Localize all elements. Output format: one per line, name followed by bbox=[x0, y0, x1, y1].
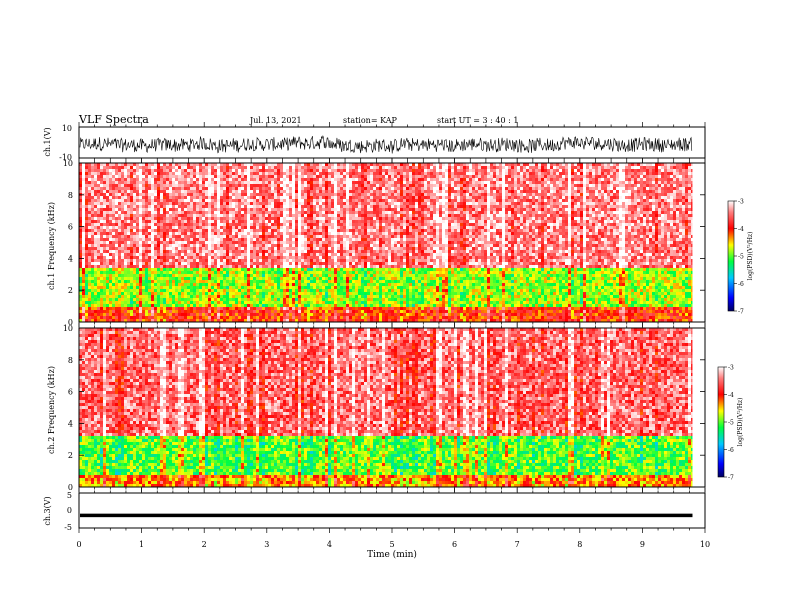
freq-tick-label: 8 bbox=[68, 191, 73, 200]
colorbar-tick-label: -6 bbox=[738, 281, 744, 288]
ch1-spectrogram-panel: 0 2 4 6 8 10 ch.1 Frequency (kHz) -3 -4 -5 -6 -7 … bbox=[47, 159, 754, 327]
ch3-waveform-panel: 5 0 -5 ch.3(V) bbox=[43, 491, 706, 532]
time-tick-label: 2 bbox=[202, 540, 207, 549]
ch3-ytick-bottom: -5 bbox=[64, 523, 72, 532]
ch1-freq-ylabel-text: ch.1 Frequency (kHz) bbox=[47, 202, 56, 290]
colorbar-tick-label: -6 bbox=[728, 447, 734, 454]
ch2-freq-ylabel: ch.2 Frequency (kHz) bbox=[47, 366, 56, 454]
freq-tick-label: 4 bbox=[68, 254, 73, 263]
colorbar-tick-label: -7 bbox=[738, 309, 744, 316]
freq-tick-label: 4 bbox=[68, 419, 73, 428]
time-tick-label: 8 bbox=[577, 540, 582, 549]
ch3-ylabel: ch.3(V) bbox=[43, 496, 52, 525]
ch1-waveform-trace bbox=[79, 135, 693, 154]
ch1-ytick-bottom: -10 bbox=[59, 153, 72, 162]
ch2-colorbar-label: log(PSD)(V²/Hz) bbox=[737, 398, 744, 447]
ch3-ytick-top: 5 bbox=[67, 491, 72, 500]
start-time-label: start UT = 3 : 40 : 1 bbox=[437, 116, 518, 125]
ch2-freq-ylabel-text: ch.2 Frequency (kHz) bbox=[47, 366, 56, 454]
ch1-colorbar-ticks: -3 -4 -5 -6 -7 bbox=[734, 199, 744, 316]
ch3-ytick-mid: 0 bbox=[67, 506, 72, 515]
ch2-freq-ticks: 0 2 4 6 8 10 bbox=[63, 324, 705, 492]
colorbar-tick-label: -7 bbox=[728, 475, 734, 482]
ch1-freq-ylabel: ch.1 Frequency (kHz) bbox=[47, 202, 56, 290]
colorbar-tick-label: -4 bbox=[728, 392, 734, 399]
ch2-spectrogram-panel: 0 2 4 6 8 10 ch.2 Frequency (kHz) -3 -4 -5 -6 -7 … bbox=[47, 324, 744, 492]
ch1-colorbar: -3 -4 -5 -6 -7 log(PSD)(V²/Hz) bbox=[727, 199, 754, 316]
colorbar-tick-label: -3 bbox=[728, 365, 734, 372]
time-tick-label: 0 bbox=[76, 540, 81, 549]
time-tick-label: 3 bbox=[264, 540, 269, 549]
freq-tick-label: 0 bbox=[68, 483, 73, 492]
station-label: station= KAP bbox=[343, 116, 398, 125]
colorbar-tick-label: -5 bbox=[738, 254, 744, 261]
freq-tick-label: 10 bbox=[63, 159, 73, 168]
time-tick-label: 6 bbox=[452, 540, 457, 549]
ch1-ytick-top: 10 bbox=[62, 124, 72, 133]
figure-title: VLF Spectra bbox=[78, 113, 149, 126]
freq-tick-label: 0 bbox=[68, 318, 73, 327]
ch1-colorbar-label: log(PSD)(V²/Hz) bbox=[747, 232, 754, 281]
freq-tick-label: 8 bbox=[68, 356, 73, 365]
freq-tick-label: 2 bbox=[68, 286, 73, 295]
ch1-spectrogram-image bbox=[79, 163, 705, 322]
time-tick-label: 5 bbox=[389, 540, 394, 549]
colorbar-tick-label: -4 bbox=[738, 226, 744, 233]
freq-tick-label: 2 bbox=[68, 451, 73, 460]
time-tick-label: 10 bbox=[700, 540, 710, 549]
time-tick-label: 4 bbox=[327, 540, 332, 549]
colorbar-tick-label: -3 bbox=[738, 199, 744, 206]
freq-tick-label: 10 bbox=[63, 324, 73, 333]
ch2-spectrogram-image bbox=[79, 328, 705, 487]
date-label: Jul. 13, 2021 bbox=[249, 116, 302, 125]
time-tick-label: 7 bbox=[515, 540, 520, 549]
time-tick-label: 1 bbox=[139, 540, 144, 549]
ch1-freq-ticks: 0 2 4 6 8 10 bbox=[63, 159, 705, 327]
freq-tick-label: 6 bbox=[68, 388, 73, 397]
time-tick-label: 9 bbox=[640, 540, 645, 549]
ch3-waveform-trace bbox=[80, 513, 693, 518]
ch2-colorbar: -3 -4 -5 -6 -7 log(PSD)(V²/Hz) bbox=[717, 365, 744, 482]
ch1-ylabel: ch.1(V) bbox=[43, 127, 52, 156]
time-axis-label: Time (min) bbox=[367, 549, 417, 560]
ch2-colorbar-ticks: -3 -4 -5 -6 -7 bbox=[724, 365, 734, 482]
colorbar-tick-label: -5 bbox=[728, 420, 734, 427]
ch1-waveform-panel: 10 -10 ch.1(V) bbox=[43, 124, 706, 162]
freq-tick-label: 6 bbox=[68, 223, 73, 232]
time-axis: 0 1 2 3 4 5 6 7 8 9 10 bbox=[76, 122, 710, 549]
